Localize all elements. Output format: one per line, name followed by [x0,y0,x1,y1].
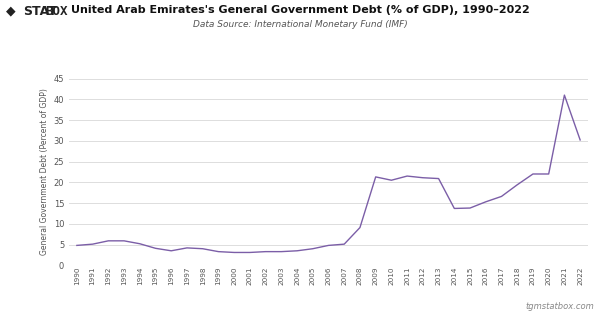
Text: tgmstatbox.com: tgmstatbox.com [525,302,594,311]
Text: ◆: ◆ [6,5,16,18]
Text: STAT: STAT [23,5,56,18]
Text: BOX: BOX [46,5,68,18]
Text: United Arab Emirates's General Government Debt (% of GDP), 1990–2022: United Arab Emirates's General Governmen… [71,5,529,15]
Y-axis label: General Government Debt (Percent of GDP): General Government Debt (Percent of GDP) [40,89,49,255]
Text: Data Source: International Monetary Fund (IMF): Data Source: International Monetary Fund… [193,20,407,30]
